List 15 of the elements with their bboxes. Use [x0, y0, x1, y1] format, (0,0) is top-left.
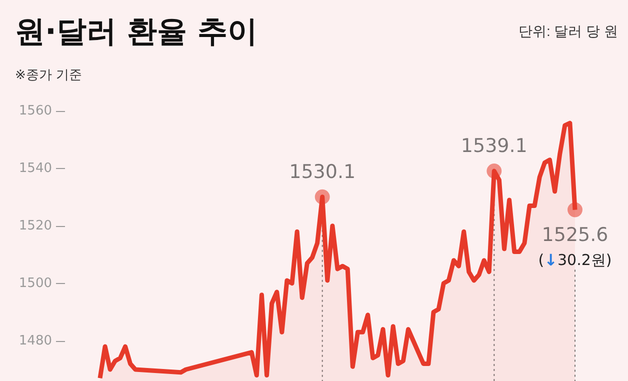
y-tick-label: 1500: [18, 276, 52, 291]
y-tick-label: 1540: [18, 160, 52, 176]
y-tick-label: 1560: [18, 104, 52, 118]
data-label: 1530.1: [289, 160, 356, 183]
point: [486, 164, 502, 179]
y-tick-label: 1480: [18, 333, 52, 348]
annotation: (↓30.2원): [538, 250, 612, 270]
y-tick-label: 1520: [18, 218, 52, 234]
text: 단위: 달러 당 원: [518, 23, 618, 39]
data-label: 1539.1: [460, 135, 528, 158]
point: [314, 189, 330, 204]
point: [568, 202, 582, 218]
chart-subtitle: ※종가 기준: [15, 68, 82, 83]
chart-title: 원·달러 환율 추이: [15, 14, 258, 50]
data-label: 1525.6: [542, 224, 608, 246]
